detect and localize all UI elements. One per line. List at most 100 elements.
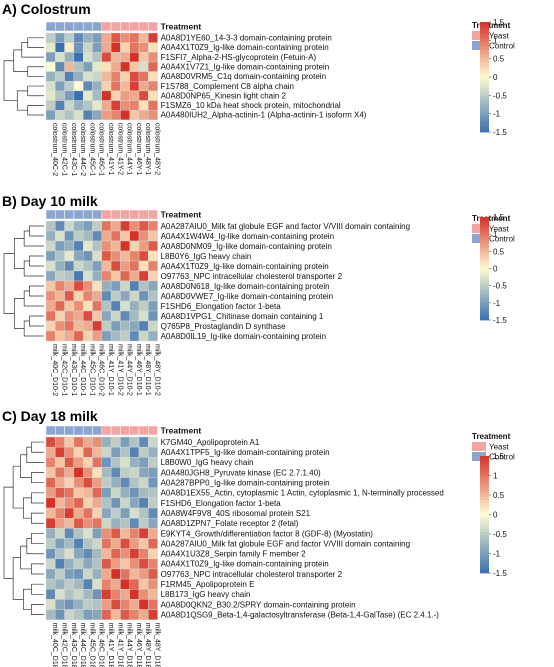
heatmap-cell: [55, 32, 65, 43]
heatmap-cell: [82, 280, 93, 292]
color-scale-segment: [480, 112, 489, 116]
color-scale-segment: [480, 502, 489, 507]
column-label: colostrum_46Y-1: [135, 123, 142, 175]
heatmap-cell: [110, 220, 121, 232]
heatmap-cell: [148, 538, 158, 549]
treatment-cell: [148, 425, 158, 436]
row-label: A0A8D1EX55_Actin, cytoplasmic 1 Actin, c…: [161, 489, 444, 498]
dendrogram-branch: [20, 545, 32, 570]
color-scale-segment: [480, 309, 489, 313]
color-scale-segment: [480, 526, 489, 530]
column-label: milk_46C_D18-2: [98, 623, 105, 667]
heatmap-cell: [101, 81, 112, 92]
heatmap-cell: [45, 568, 56, 580]
heatmap-cell: [110, 487, 121, 499]
heatmap-cell: [120, 270, 130, 282]
heatmap-cell: [92, 61, 103, 72]
heatmap-cell: [101, 260, 112, 272]
heatmap-cell: [101, 320, 112, 332]
color-scale-segment: [480, 317, 489, 321]
heatmap-cell: [138, 457, 149, 468]
heatmap-cell: [148, 90, 158, 101]
heatmap-cell: [64, 467, 75, 478]
heatmap-cell: [148, 457, 158, 468]
heatmap-cell: [120, 300, 130, 312]
heatmap-cell: [110, 100, 121, 111]
color-scale-segment: [480, 281, 489, 285]
heatmap-cell: [55, 230, 65, 242]
row-label: L8B0W0_IgG heavy chain: [161, 458, 254, 467]
heatmap-cell: [55, 507, 65, 519]
color-scale-segment: [480, 505, 489, 510]
color-scale-tick-label: 1.5: [493, 213, 505, 222]
color-scale-segment: [480, 496, 489, 501]
heatmap-cell: [82, 81, 93, 92]
color-scale-segment: [480, 24, 489, 28]
color-scale-segment: [480, 115, 489, 119]
heatmap-cell: [45, 81, 56, 92]
dendrogram-branch: [23, 588, 32, 610]
dendrogram-branch: [3, 486, 14, 579]
color-scale-tick-label: 1.5: [493, 452, 505, 461]
heatmap-cell: [148, 61, 158, 72]
dendrogram-branch: [29, 285, 44, 297]
color-scale-segment: [480, 66, 489, 70]
legend-swatch-yeast: [472, 224, 486, 233]
heatmap-cell: [92, 230, 103, 242]
row-label: O97763_NPC intracellular cholesterol tra…: [161, 570, 343, 579]
heatmap-cell: [92, 52, 103, 63]
dendrogram-branch: [31, 512, 44, 524]
heatmap-cell: [129, 61, 140, 72]
heatmap-cell: [129, 71, 140, 82]
heatmap-cell: [110, 310, 121, 322]
color-scale-segment: [480, 265, 489, 269]
heatmap-cell: [110, 599, 121, 610]
heatmap-cell: [138, 260, 149, 272]
heatmap-cell: [138, 497, 149, 509]
column-label: milk_41Y_D10-1: [107, 344, 114, 396]
column-label: milk_43C_D10-1: [70, 344, 77, 396]
heatmap-cell: [92, 280, 103, 292]
heatmap-cell: [82, 52, 93, 63]
color-scale-segment: [480, 247, 489, 251]
row-label: K7GM40_Apolipoprotein A1: [161, 438, 260, 447]
heatmap-cell: [110, 538, 121, 549]
heatmap-cell: [101, 52, 112, 63]
heatmap-cell: [45, 538, 56, 549]
heatmap-cell: [92, 599, 103, 610]
heatmap-cell: [129, 280, 140, 292]
heatmap-cell: [101, 240, 112, 252]
heatmap-cell: [92, 457, 103, 468]
heatmap-cell: [64, 90, 75, 101]
color-scale-segment: [480, 561, 489, 565]
heatmap-cell: [55, 61, 65, 72]
heatmap-cell: [73, 109, 84, 121]
heatmap-cell: [73, 270, 84, 282]
heatmap-cell: [110, 61, 121, 72]
heatmap-cell: [110, 609, 121, 620]
heatmap-cell: [129, 330, 140, 342]
heatmap-cell: [82, 467, 93, 478]
heatmap-cell: [101, 568, 112, 580]
column-label: milk_44C_D10-1: [79, 344, 86, 396]
heatmap-cell: [138, 609, 149, 620]
column-label: milk_44Y_D18-1: [126, 623, 133, 667]
heatmap-cell: [110, 90, 121, 101]
heatmap-cell: [110, 320, 121, 332]
color-scale-segment: [480, 110, 489, 114]
treatment-cell: [129, 21, 140, 32]
heatmap-cell: [82, 518, 93, 529]
color-scale-tick-label: 1.5: [493, 18, 505, 27]
color-scale-tick-label: 0: [493, 265, 498, 274]
color-scale-tick-label: 0.5: [493, 55, 505, 64]
color-scale-tick-label: -1.5: [493, 316, 507, 325]
heatmap-cell: [55, 109, 65, 121]
heatmap-cell: [101, 609, 112, 620]
treatment-cell: [82, 425, 93, 436]
heatmap-cell: [64, 538, 75, 549]
heatmap-cell: [129, 81, 140, 92]
heatmap-cell: [92, 446, 103, 458]
color-scale-segment: [480, 537, 489, 542]
heatmap-cell: [138, 568, 149, 580]
column-label: milk_42C_D10-1: [60, 344, 67, 396]
